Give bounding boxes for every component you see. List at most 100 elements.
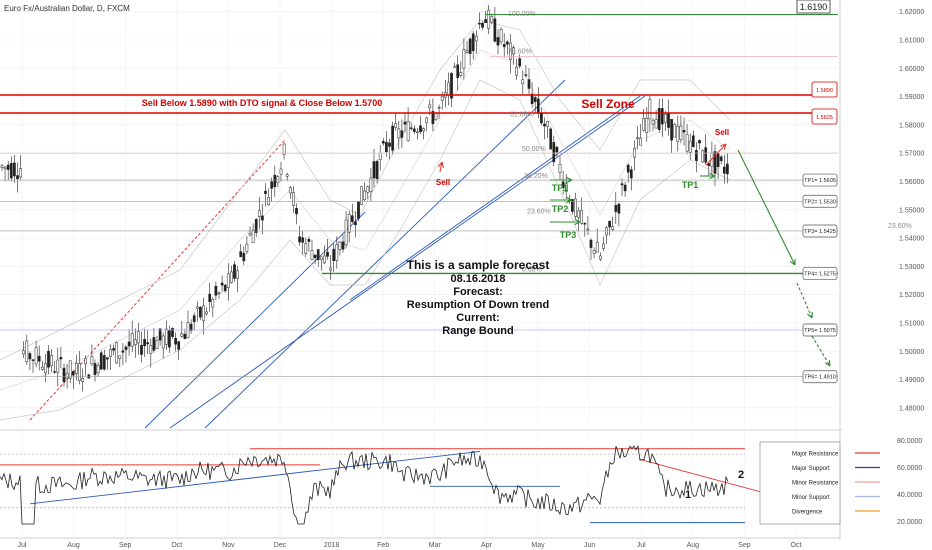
candle-body [354, 221, 357, 226]
candle-body [78, 363, 81, 381]
candle-body [521, 79, 525, 85]
fib-label: 61.80% [510, 111, 534, 118]
candle-body [499, 29, 503, 43]
candle-body [654, 119, 658, 129]
candle-body [230, 271, 233, 283]
forecast-arrow-2 [796, 282, 813, 319]
candle-body [310, 250, 314, 260]
candle-body [180, 333, 184, 337]
candle-body [704, 147, 708, 163]
fib-label: 23.60% [888, 223, 912, 230]
candle-body [68, 360, 72, 379]
candle-body [44, 363, 47, 374]
trend-line [144, 211, 366, 429]
candle-body [530, 93, 534, 104]
candle-body [106, 357, 109, 360]
candle-body [285, 174, 289, 177]
time-tick-label: Aug [687, 542, 700, 549]
candle-body [406, 121, 410, 141]
candle-body [75, 362, 78, 375]
candle-body [37, 355, 41, 362]
candle-body [102, 355, 106, 370]
candle-body [205, 311, 208, 315]
sell-zone-text: Sell Zone [581, 97, 635, 111]
legend-label: Major Resistance [792, 452, 839, 458]
legend-box [759, 441, 841, 525]
forecast-note: This is a sample forecast 08.16.2018 For… [407, 258, 550, 337]
candle-body [378, 152, 382, 160]
candle-body [502, 44, 506, 48]
time-tick-label: Apr [481, 542, 493, 549]
candle-body [527, 79, 531, 89]
forecast-arrow-1-head [789, 258, 796, 266]
forecast-arrow-3 [811, 335, 831, 367]
candle-body [257, 210, 261, 217]
candle-body [99, 352, 103, 370]
candle-body [623, 184, 627, 192]
candle-body [524, 74, 528, 76]
candle-body [676, 126, 680, 142]
candle-body [319, 256, 323, 260]
time-tick-label: May [531, 542, 545, 549]
candle-body [412, 128, 416, 132]
candle-body [341, 241, 345, 250]
candle-body [707, 163, 711, 167]
candle-body [332, 248, 336, 261]
candle-body [236, 270, 239, 279]
note-line-6: Range Bound [442, 325, 514, 337]
tp-box [802, 267, 838, 280]
candle-body [56, 359, 60, 373]
candle-body [164, 328, 168, 345]
candle-body [505, 41, 509, 45]
candle-body [25, 340, 29, 362]
candle-body [93, 363, 97, 375]
candle-body [273, 174, 277, 187]
candle-body [19, 168, 22, 178]
candle-body [701, 150, 704, 163]
candle-body [307, 239, 311, 242]
candle-body [409, 127, 413, 129]
tp-box-label: TP3= 1.5425 [804, 229, 836, 235]
tp-box-label: TP1= 1.5605 [804, 178, 836, 184]
candle-body [81, 378, 84, 382]
tp3-arrow-a-head [574, 218, 581, 226]
time-tick-label: Feb [377, 542, 389, 549]
candle-body [419, 125, 422, 133]
candle-body [425, 117, 429, 123]
candle-body [189, 323, 193, 331]
candle-body [226, 273, 230, 288]
candle-body [152, 337, 156, 351]
candle-body [381, 141, 385, 144]
candle-body [329, 267, 332, 271]
candle-body [602, 243, 605, 249]
current-price-box [796, 0, 831, 14]
candle-body [540, 113, 543, 124]
candle-body [183, 333, 187, 340]
candle-body [428, 104, 432, 109]
candle-body [3, 166, 7, 170]
price-tick-label: 1.57000 [899, 151, 924, 158]
candle-body [124, 346, 128, 350]
candle-body [685, 134, 689, 152]
tp-box-label: TP6= 1.4910 [804, 375, 836, 381]
candle-body [40, 366, 44, 370]
candle-body [174, 337, 177, 345]
candle-body [96, 365, 100, 374]
lower-band [0, 79, 731, 421]
note-line-3: Forecast: [453, 286, 503, 298]
candle-body [65, 373, 69, 379]
candle-body [146, 342, 150, 345]
candle-body [726, 163, 729, 175]
candle-body [292, 192, 295, 206]
candle-body [0, 165, 4, 168]
candle-body [478, 22, 481, 25]
candle-body [695, 150, 698, 161]
candle-body [177, 341, 181, 350]
candle-body [388, 142, 391, 147]
candle-body [667, 112, 670, 128]
tp1-arrow-a-head [566, 176, 573, 184]
candle-body [223, 284, 227, 292]
fib-label: 78.60% [508, 49, 532, 56]
tp-box [802, 173, 838, 187]
fib-label: 100.00% [508, 11, 536, 18]
